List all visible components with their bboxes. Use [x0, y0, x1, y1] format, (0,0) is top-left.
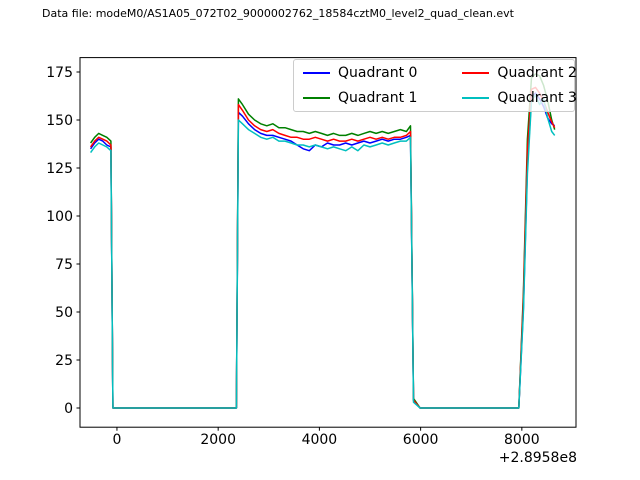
series-line-quadrant-2 [89, 86, 556, 409]
x-tick-label: 0 [112, 432, 121, 448]
figure-title: Data file: modeM0/AS1A05_072T02_90000027… [42, 7, 514, 20]
legend-label-quadrant-3: Quadrant 3 [497, 89, 577, 106]
legend-label-quadrant-1: Quadrant 1 [338, 89, 418, 106]
legend-item-quadrant-1: Quadrant 1 [303, 86, 417, 111]
legend-line-sample-quadrant-0 [303, 72, 330, 75]
series-line-quadrant-1 [89, 73, 556, 409]
x-tick-label: 4000 [302, 432, 338, 448]
legend-line-sample-quadrant-2 [462, 72, 490, 75]
legend-column-2: Quadrant 2 Quadrant 3 [462, 61, 577, 111]
y-tick-label: 100 [46, 209, 73, 225]
legend-line-sample-quadrant-3 [462, 96, 490, 99]
y-tick-label: 150 [46, 113, 73, 129]
x-axis-offset-label: +2.8958e8 [498, 450, 577, 466]
legend-item-quadrant-3: Quadrant 3 [462, 86, 577, 111]
legend-label-quadrant-0: Quadrant 0 [338, 65, 418, 82]
legend-item-quadrant-0: Quadrant 0 [303, 61, 417, 86]
legend-column-1: Quadrant 0 Quadrant 1 [303, 61, 417, 110]
x-tick-label: 2000 [200, 432, 236, 448]
series-line-quadrant-3 [89, 94, 556, 409]
legend-line-sample-quadrant-1 [303, 96, 330, 99]
x-tick-label: 8000 [504, 432, 540, 448]
y-tick-label: 75 [55, 257, 73, 273]
y-tick-label: 25 [55, 353, 73, 369]
x-tick-label: 6000 [403, 432, 439, 448]
legend-item-quadrant-2: Quadrant 2 [462, 61, 577, 86]
legend-label-quadrant-2: Quadrant 2 [497, 65, 577, 82]
axes-frame [79, 57, 577, 428]
y-tick-label: 0 [64, 401, 73, 417]
y-tick-label: 175 [46, 65, 73, 81]
y-tick-label: 50 [55, 305, 73, 321]
y-tick-label: 125 [46, 161, 73, 177]
legend: Quadrant 0 Quadrant 1 Quadrant 2 Quadran… [293, 59, 577, 112]
